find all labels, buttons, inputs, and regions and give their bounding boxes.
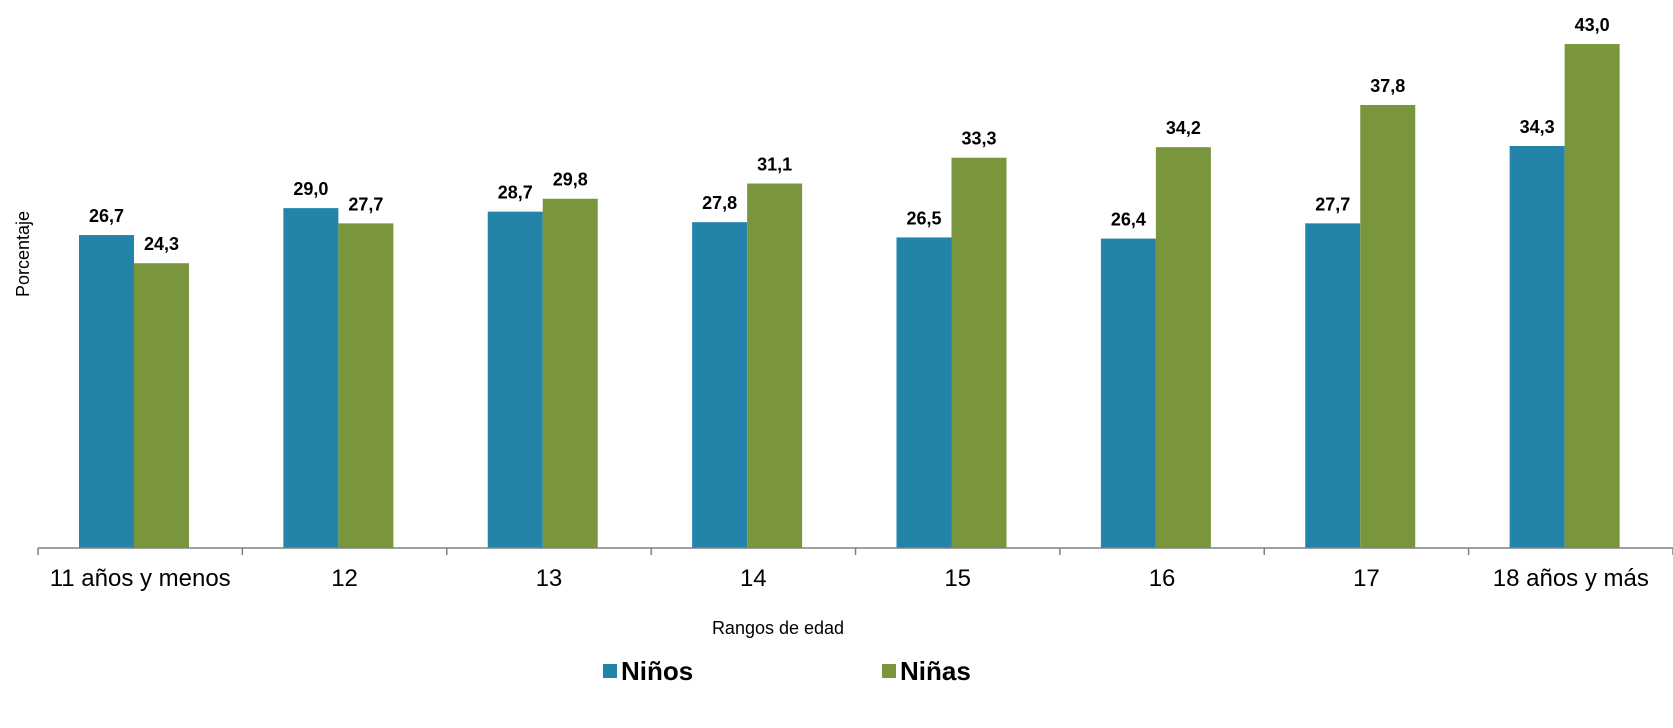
bar-ninos xyxy=(1305,223,1361,548)
bar-ninos xyxy=(79,235,134,549)
data-label-ninos: 26,5 xyxy=(906,208,941,228)
bar-ninos xyxy=(1509,146,1565,548)
data-label-ninos: 28,7 xyxy=(498,183,533,203)
data-label-ninas: 27,7 xyxy=(348,194,383,214)
bar-ninos xyxy=(283,208,339,548)
x-tick-label: 17 xyxy=(1353,565,1380,592)
data-label-ninas: 37,8 xyxy=(1370,76,1405,96)
bar-ninos xyxy=(896,237,952,549)
bar-ninas xyxy=(1360,104,1416,548)
data-label-ninas: 31,1 xyxy=(757,155,792,175)
x-tick-label: 13 xyxy=(536,565,563,592)
bar-ninas xyxy=(134,263,189,548)
data-label-ninas: 24,3 xyxy=(144,234,179,254)
data-label-ninos: 29,0 xyxy=(293,179,328,199)
x-axis-title: Rangos de edad xyxy=(712,618,844,638)
data-label-ninos: 27,8 xyxy=(702,193,737,213)
data-label-ninas: 33,3 xyxy=(961,129,996,149)
legend-swatch-ninos xyxy=(603,664,617,678)
bar-ninas xyxy=(747,183,803,548)
x-tick-label: 14 xyxy=(740,565,767,592)
bar-ninos xyxy=(692,222,748,548)
x-tick-label: 18 años y más xyxy=(1493,565,1649,592)
x-tick-label: 16 xyxy=(1149,565,1176,592)
bar-ninos xyxy=(487,211,543,549)
legend-swatch-ninas xyxy=(882,664,896,678)
legend-label-ninas: Niñas xyxy=(900,656,971,686)
data-label-ninos: 26,7 xyxy=(89,206,124,226)
bar-ninos xyxy=(1100,238,1156,549)
bar-ninas xyxy=(542,198,598,548)
data-label-ninos: 26,4 xyxy=(1111,210,1146,230)
legend: Niños Niñas xyxy=(603,656,971,686)
data-label-ninas: 43,0 xyxy=(1575,15,1610,35)
x-tick-label: 15 xyxy=(944,565,971,592)
bar-ninas xyxy=(951,157,1007,548)
bar-ninas xyxy=(1564,44,1620,548)
data-label-ninas: 34,2 xyxy=(1166,118,1201,138)
data-label-ninos: 34,3 xyxy=(1520,117,1555,137)
data-labels-layer: 26,7 24,3 29,0 27,7 28,7 29,8 27,8 31,1 26,5 33,3… xyxy=(89,15,1610,254)
data-label-ninas: 29,8 xyxy=(553,170,588,190)
bars-layer xyxy=(79,44,1620,549)
data-label-ninos: 27,7 xyxy=(1315,194,1350,214)
bar-ninas xyxy=(338,223,394,548)
legend-label-ninos: Niños xyxy=(621,656,693,686)
x-ticks-layer: 11 años y menos 12 13 14 15 16 17 18 años y más xyxy=(37,548,1673,592)
x-tick-label: 12 xyxy=(331,565,358,592)
x-tick-label: 11 años y menos xyxy=(50,565,231,592)
bar-ninas xyxy=(1155,147,1211,548)
y-axis-title: Porcentaje xyxy=(13,211,33,297)
